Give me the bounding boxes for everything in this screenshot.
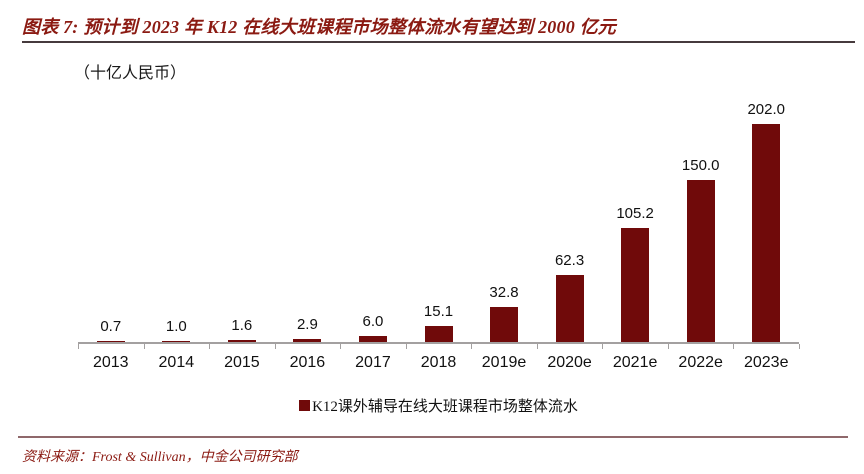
x-axis-tick-label: 2015 xyxy=(224,354,260,371)
footer-divider xyxy=(18,436,848,438)
axis-tick xyxy=(733,344,735,349)
bar-value-label: 6.0 xyxy=(362,313,384,330)
x-axis-tick-label: 2018 xyxy=(420,354,457,371)
bar-value-label: 15.1 xyxy=(423,303,454,320)
chart-legend: K12课外辅导在线大班课程市场整体流水 xyxy=(78,395,799,416)
bar xyxy=(686,180,715,342)
bar-value-label: 2.9 xyxy=(296,316,318,333)
x-axis-tick-label: 2023e xyxy=(743,354,789,371)
bar xyxy=(227,340,256,342)
x-axis-tick-label: 2020e xyxy=(547,354,592,371)
bar xyxy=(555,275,584,342)
axis-tick xyxy=(143,344,145,349)
bar xyxy=(752,124,781,342)
source-note: 资料来源：Frost & Sullivan，中金公司研究部 xyxy=(22,450,298,465)
bar-value-label: 105.2 xyxy=(616,205,654,222)
bar-value-label: 1.0 xyxy=(165,318,187,335)
axis-tick xyxy=(405,344,407,349)
axis-tick xyxy=(340,344,342,349)
x-axis-tick-label: 2019e xyxy=(481,354,527,371)
bar-value-label: 0.7 xyxy=(100,318,122,335)
axis-tick xyxy=(536,344,538,349)
bar xyxy=(358,336,387,342)
axis-unit-label: （十亿人民币） xyxy=(74,65,187,82)
x-axis-tick-label: 2013 xyxy=(92,354,129,371)
bar-value-label: 32.8 xyxy=(489,284,519,301)
title-divider xyxy=(22,41,855,43)
bar-value-label: 202.0 xyxy=(747,101,785,118)
bar xyxy=(293,339,322,342)
axis-tick xyxy=(667,344,669,349)
bar-value-label: 1.6 xyxy=(231,317,253,334)
legend-swatch-icon xyxy=(299,400,311,411)
x-axis-line xyxy=(78,342,799,344)
bar xyxy=(490,307,519,342)
x-axis-tick-label: 2017 xyxy=(355,354,391,371)
bar xyxy=(162,341,191,342)
bar-value-label: 62.3 xyxy=(554,252,585,269)
x-axis-tick-label: 2016 xyxy=(289,354,326,371)
figure-title: 图表 7: 预计到 2023 年 K12 在线大班课程市场整体流水有望达到 20… xyxy=(22,17,616,37)
axis-tick xyxy=(799,344,800,349)
bar xyxy=(621,228,650,342)
bar-value-label: 150.0 xyxy=(681,157,720,174)
x-axis-tick-label: 2022e xyxy=(678,354,723,371)
x-axis-tick-label: 2021e xyxy=(612,354,658,371)
legend-label: K12课外辅导在线大班课程市场整体流水 xyxy=(312,399,578,415)
x-axis-tick-label: 2014 xyxy=(158,354,195,371)
axis-tick xyxy=(602,344,604,349)
axis-tick xyxy=(78,344,79,349)
axis-tick xyxy=(471,344,473,349)
bar xyxy=(96,341,125,342)
axis-tick xyxy=(209,344,211,349)
bar xyxy=(424,326,453,342)
axis-tick xyxy=(274,344,276,349)
